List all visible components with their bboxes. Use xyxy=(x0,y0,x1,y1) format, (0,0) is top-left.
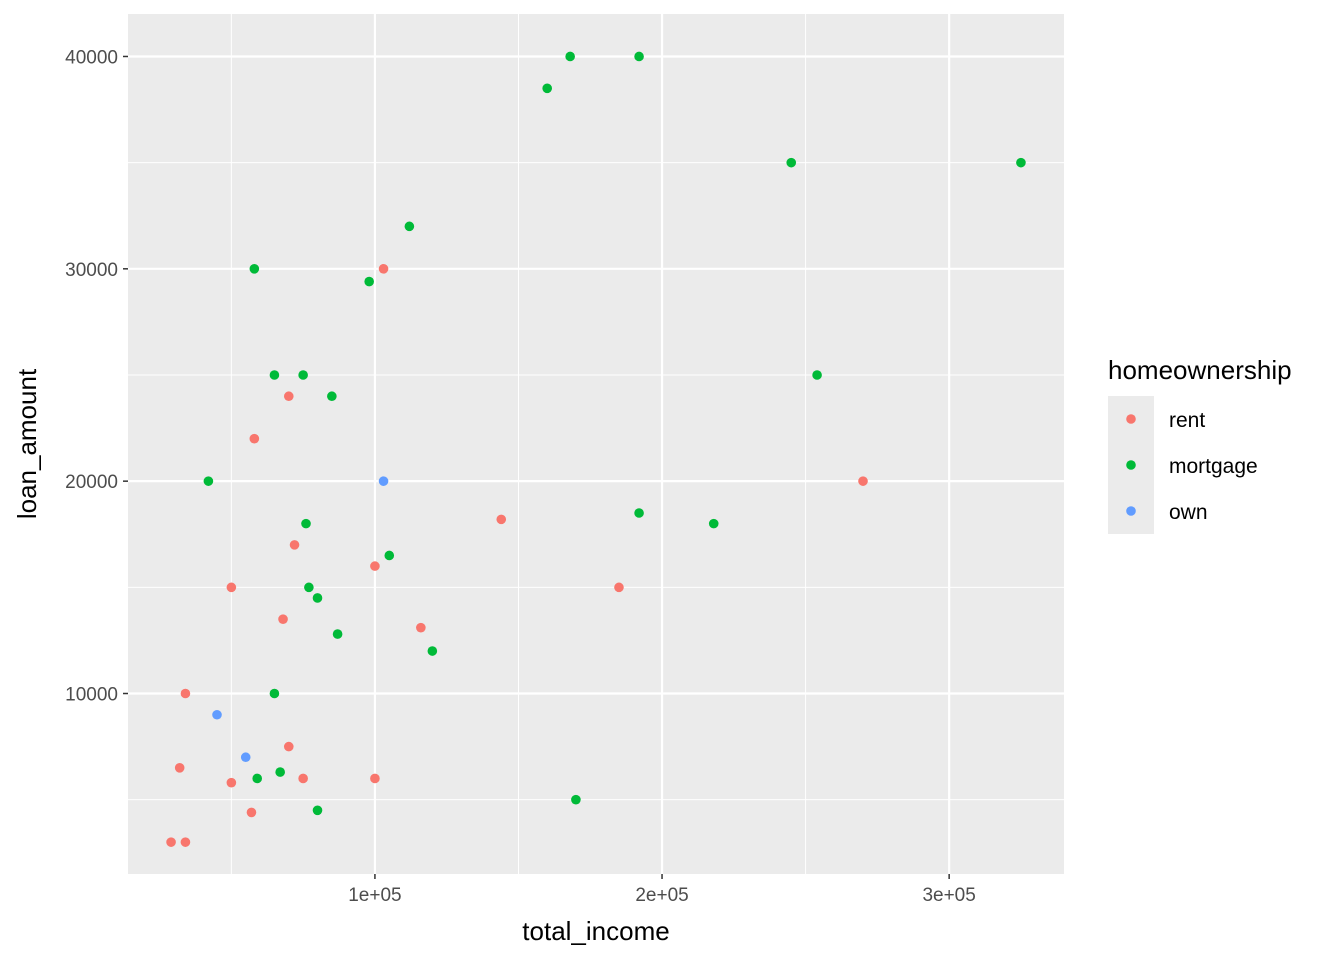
point-mortgage xyxy=(404,221,415,232)
point-rent xyxy=(180,688,191,699)
minor-gridlines xyxy=(128,14,1064,874)
point-mortgage xyxy=(565,51,575,62)
panel-background xyxy=(128,14,1064,874)
point-rent xyxy=(283,741,294,752)
point-mortgage xyxy=(298,370,308,380)
legend-title: homeownership xyxy=(1108,355,1292,385)
point-mortgage xyxy=(364,276,374,287)
point-own xyxy=(212,709,222,720)
point-rent xyxy=(858,476,868,486)
x-axis-title: total_income xyxy=(522,916,669,946)
point-mortgage xyxy=(301,518,311,529)
y-tick-label: 40000 xyxy=(65,47,118,68)
point-mortgage xyxy=(252,773,263,784)
point-rent xyxy=(166,837,176,847)
y-tick-label: 30000 xyxy=(65,260,118,281)
legend-label-mortgage: mortgage xyxy=(1169,455,1258,478)
legend-label-own: own xyxy=(1169,501,1208,524)
major-gridlines xyxy=(128,14,1064,874)
point-mortgage xyxy=(634,51,644,62)
point-mortgage xyxy=(708,518,719,529)
y-tick-label: 10000 xyxy=(65,685,118,706)
point-rent xyxy=(174,763,185,773)
legend-key-rent xyxy=(1126,414,1136,424)
point-mortgage xyxy=(571,794,581,805)
x-tick-label: 3e+05 xyxy=(922,885,975,906)
point-mortgage xyxy=(786,157,797,168)
legend: homeownership rent mortgage own xyxy=(1108,355,1292,534)
point-rent xyxy=(416,622,426,633)
legend-key-own xyxy=(1126,506,1136,516)
point-mortgage xyxy=(634,508,644,518)
y-tick-label: 20000 xyxy=(65,472,118,493)
point-rent xyxy=(298,773,308,784)
point-mortgage xyxy=(427,646,438,656)
point-own xyxy=(240,752,251,763)
point-mortgage xyxy=(312,805,323,816)
point-rent xyxy=(180,837,191,847)
point-rent xyxy=(614,582,624,593)
point-mortgage xyxy=(203,476,214,486)
legend-key-mortgage xyxy=(1126,460,1136,470)
x-tick-label: 2e+05 xyxy=(635,885,688,906)
x-tick-label: 1e+05 xyxy=(348,885,401,906)
point-rent xyxy=(226,582,237,593)
point-mortgage xyxy=(269,370,280,380)
data-points xyxy=(166,51,1026,847)
point-rent xyxy=(496,514,507,525)
point-mortgage xyxy=(384,550,395,561)
point-mortgage xyxy=(332,629,343,639)
point-mortgage xyxy=(275,767,285,777)
point-rent xyxy=(370,773,380,784)
point-rent xyxy=(289,540,300,550)
point-rent xyxy=(370,561,380,571)
point-rent xyxy=(226,777,237,788)
point-mortgage xyxy=(327,391,337,402)
point-rent xyxy=(249,433,260,444)
point-own xyxy=(378,476,389,486)
point-mortgage xyxy=(269,688,280,699)
point-mortgage xyxy=(812,370,822,380)
y-axis-title: loan_amount xyxy=(12,368,42,519)
point-rent xyxy=(278,614,288,624)
y-axis: 10000 20000 30000 40000 xyxy=(65,47,128,706)
point-mortgage xyxy=(249,264,260,274)
point-rent xyxy=(378,264,389,274)
point-mortgage xyxy=(1016,157,1026,168)
legend-label-rent: rent xyxy=(1169,409,1205,432)
point-mortgage xyxy=(304,582,314,593)
point-mortgage xyxy=(312,593,323,603)
point-mortgage xyxy=(542,83,552,94)
point-rent xyxy=(283,391,294,402)
x-axis: 1e+05 2e+05 3e+05 xyxy=(348,874,976,906)
legend-items: rent mortgage own xyxy=(1126,409,1258,524)
point-rent xyxy=(246,807,257,818)
